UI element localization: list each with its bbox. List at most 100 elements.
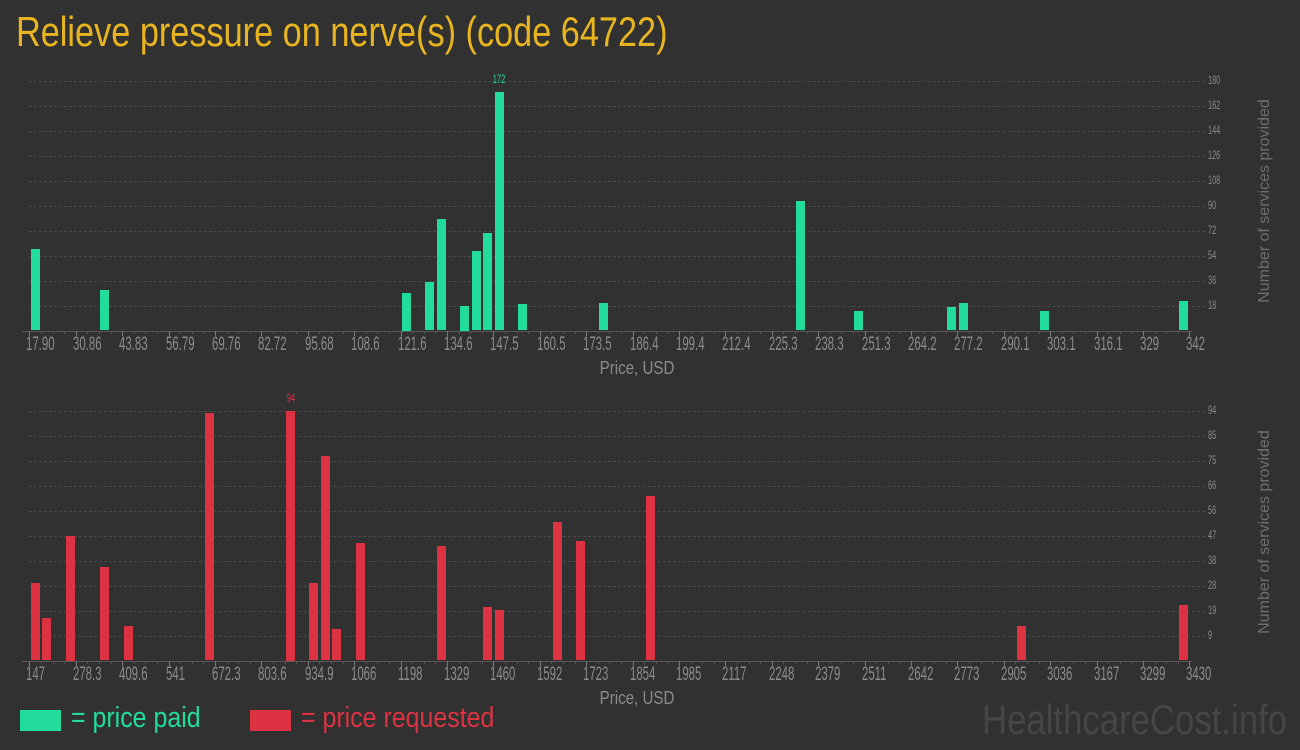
histogram-bar xyxy=(402,293,411,331)
x-tick-minor xyxy=(783,660,785,664)
gridline xyxy=(29,230,1205,232)
x-tick-major xyxy=(1003,330,1005,336)
histogram-bar xyxy=(460,305,469,331)
x-tick-minor xyxy=(1061,330,1063,334)
x-tick-minor xyxy=(1015,660,1017,664)
legend-label-price-paid: = price paid xyxy=(71,702,201,734)
x-tick-major xyxy=(957,660,959,666)
histogram-bar xyxy=(958,302,968,331)
x-tick-minor xyxy=(87,660,89,664)
max-value-label: 94 xyxy=(286,390,295,405)
x-tick-major xyxy=(678,330,680,336)
x-tick-major xyxy=(1189,660,1191,666)
x-tick-minor xyxy=(1177,330,1179,334)
x-tick-label: 1592 xyxy=(536,664,563,685)
x-tick-label: 108.6 xyxy=(351,334,380,355)
x-tick-minor xyxy=(296,660,298,664)
x-tick-minor xyxy=(1084,660,1086,664)
gridline xyxy=(29,435,1205,437)
x-tick-minor xyxy=(516,660,518,664)
x-tick-minor xyxy=(1061,660,1063,664)
x-tick-minor xyxy=(644,330,646,334)
watermark: HealthcareCost.info xyxy=(982,696,1288,743)
x-tick-label: 186.4 xyxy=(629,334,659,355)
x-tick-minor xyxy=(655,330,657,334)
legend-label-price-requested: = price requested xyxy=(301,702,495,734)
x-tick-major xyxy=(307,660,309,666)
x-tick-label: 316.1 xyxy=(1093,334,1123,355)
gridline xyxy=(29,105,1205,107)
y-tick-label: 180 xyxy=(1208,74,1221,87)
histogram-bar xyxy=(309,583,319,661)
x-tick-major xyxy=(725,330,727,336)
x-tick-label: 3167 xyxy=(1093,664,1119,685)
x-tick-label: 290.1 xyxy=(1000,334,1030,355)
x-tick-label: 1329 xyxy=(443,664,470,685)
x-tick-minor xyxy=(156,330,158,334)
x-tick-minor xyxy=(887,660,889,664)
gridline xyxy=(29,585,1205,587)
x-tick-minor xyxy=(528,330,530,334)
x-tick-label: 212.4 xyxy=(722,334,751,355)
x-tick-minor xyxy=(238,660,240,664)
x-tick-label: 1985 xyxy=(675,664,702,685)
y-tick-label: 36 xyxy=(1208,274,1217,287)
histogram-bar xyxy=(1179,301,1189,331)
x-tick-label: 3036 xyxy=(1047,664,1073,685)
histogram-bar xyxy=(42,617,52,661)
x-tick-minor xyxy=(829,330,831,334)
x-tick-minor xyxy=(968,660,970,664)
y-tick-label: 108 xyxy=(1208,174,1221,187)
x-tick-major xyxy=(354,660,356,666)
x-tick-label: 329 xyxy=(1139,334,1159,355)
x-tick-minor xyxy=(145,660,147,664)
x-tick-major xyxy=(400,660,402,666)
x-tick-minor xyxy=(133,330,135,334)
x-tick-minor xyxy=(736,330,738,334)
x-tick-minor xyxy=(180,330,182,334)
x-tick-major xyxy=(446,660,448,666)
x-tick-minor xyxy=(64,330,66,334)
y-tick-label: 19 xyxy=(1208,604,1217,617)
x-tick-minor xyxy=(1026,330,1028,334)
x-tick-minor xyxy=(52,660,54,664)
x-tick-minor xyxy=(783,330,785,334)
x-tick-minor xyxy=(922,660,924,664)
x-tick-label: 82.72 xyxy=(258,334,287,355)
x-tick-major xyxy=(1142,330,1144,336)
x-tick-minor xyxy=(713,330,715,334)
gridline xyxy=(29,130,1205,132)
x-tick-minor xyxy=(481,330,483,334)
x-tick-minor xyxy=(992,660,994,664)
x-tick-minor xyxy=(922,330,924,334)
x-tick-minor xyxy=(412,660,414,664)
x-tick-label: 1854 xyxy=(629,664,655,685)
x-tick-major xyxy=(307,330,309,336)
x-tick-minor xyxy=(272,330,274,334)
x-tick-minor xyxy=(551,330,553,334)
x-tick-major xyxy=(725,660,727,666)
x-tick-minor xyxy=(238,330,240,334)
x-tick-label: 541 xyxy=(165,664,185,685)
x-tick-minor xyxy=(528,660,530,664)
x-tick-minor xyxy=(609,660,611,664)
y-tick-label: 28 xyxy=(1208,579,1217,592)
x-tick-minor xyxy=(852,660,854,664)
x-tick-minor xyxy=(284,660,286,664)
x-tick-minor xyxy=(388,660,390,664)
x-tick-minor xyxy=(423,660,425,664)
x-tick-minor xyxy=(330,660,332,664)
x-tick-label: 1723 xyxy=(583,664,609,685)
x-tick-label: 173.5 xyxy=(583,334,612,355)
x-tick-major xyxy=(354,330,356,336)
x-tick-minor xyxy=(574,330,576,334)
x-tick-minor xyxy=(620,660,622,664)
x-tick-minor xyxy=(644,660,646,664)
x-tick-major xyxy=(864,660,866,666)
x-tick-minor xyxy=(504,330,506,334)
gridline xyxy=(29,80,1205,82)
histogram-bar xyxy=(645,495,655,661)
y-tick-label: 56 xyxy=(1208,504,1217,517)
x-tick-minor xyxy=(899,330,901,334)
x-tick-label: 1460 xyxy=(490,664,516,685)
